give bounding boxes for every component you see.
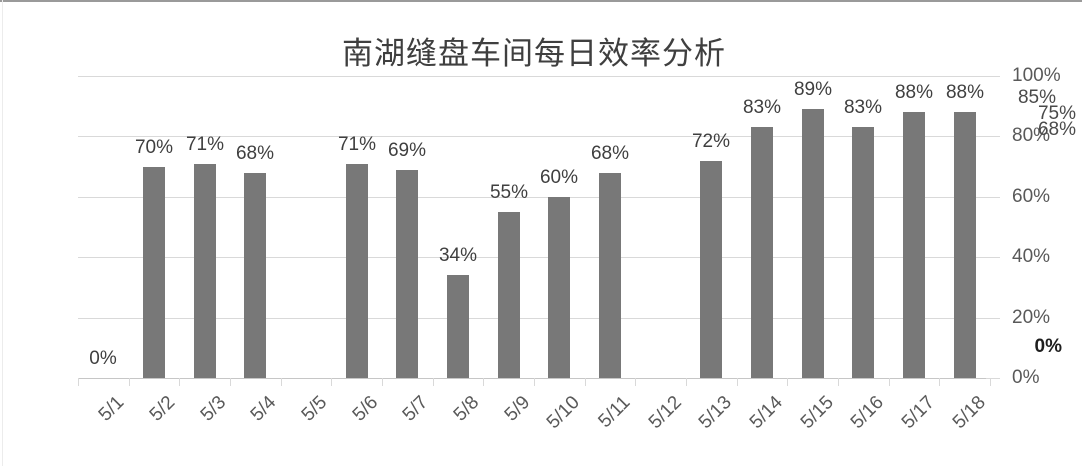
bar [852, 127, 874, 378]
y-axis-tick-label: 100% [1012, 65, 1061, 86]
bar [143, 167, 165, 378]
x-axis-tick [179, 378, 180, 386]
x-axis-label: 5/6 [348, 392, 382, 426]
x-axis-tick [78, 378, 79, 386]
y-axis-tick-label: 20% [1012, 307, 1051, 328]
gridline [78, 318, 990, 319]
x-axis-tick [483, 378, 484, 386]
bar-value-label: 71% [337, 134, 377, 155]
x-axis-label: 5/9 [500, 392, 534, 426]
y-axis-tick [986, 257, 1000, 258]
x-axis-label: 5/4 [246, 392, 280, 426]
x-axis-tick [331, 378, 332, 386]
x-axis-tick [433, 378, 434, 386]
bar-value-label: 60% [539, 167, 579, 188]
x-axis-label: 5/8 [449, 392, 483, 426]
x-axis-label: 5/16 [846, 392, 888, 434]
chart-title: 南湖缝盘车间每日效率分析 [342, 36, 726, 71]
x-axis-label: 5/2 [145, 392, 179, 426]
x-axis-label: 5/10 [542, 392, 584, 434]
y-axis-tick-label: 0% [1012, 367, 1040, 388]
bar [548, 197, 570, 378]
x-axis-label: 5/17 [897, 392, 939, 434]
bar-value-label: 72% [691, 131, 731, 152]
x-axis-label: 5/3 [196, 392, 230, 426]
y-axis-tick [986, 136, 1000, 137]
x-axis-label: 5/14 [745, 392, 787, 434]
bar-value-label: 34% [438, 245, 478, 266]
bar-value-label: 70% [134, 137, 174, 158]
x-axis-tick [382, 378, 383, 386]
bar-value-label: 88% [894, 82, 934, 103]
y-axis-tick [986, 197, 1000, 198]
bar [599, 173, 621, 378]
bar [751, 127, 773, 378]
extra-right-zero-label: 0% [1034, 336, 1062, 357]
bar [396, 170, 418, 378]
bar-value-label: 89% [793, 79, 833, 100]
x-axis-tick [230, 378, 231, 386]
bar-value-label: 88% [945, 82, 985, 103]
gridline [78, 76, 990, 77]
gridline [78, 136, 990, 137]
x-axis-tick [838, 378, 839, 386]
x-axis-label: 5/7 [398, 392, 432, 426]
x-axis-tick [585, 378, 586, 386]
bar-value-label: 0% [89, 348, 117, 369]
gridline [78, 197, 990, 198]
bar [194, 164, 216, 378]
x-axis-tick [737, 378, 738, 386]
bar [244, 173, 266, 378]
bar-value-label: 83% [742, 97, 782, 118]
x-axis-label: 5/18 [948, 392, 990, 434]
y-axis-tick [986, 318, 1000, 319]
x-axis-tick [686, 378, 687, 386]
x-axis-label: 5/15 [796, 392, 838, 434]
x-axis-tick [939, 378, 940, 386]
bar [346, 164, 368, 378]
top-border-line [0, 0, 1082, 2]
bar [447, 275, 469, 378]
extra-right-label: 68% [1037, 119, 1076, 140]
x-axis-tick [534, 378, 535, 386]
extra-right-label: 75% [1037, 103, 1076, 124]
x-axis-tick [129, 378, 130, 386]
bar-value-label: 69% [387, 140, 427, 161]
x-axis-tick [635, 378, 636, 386]
x-axis-tick [889, 378, 890, 386]
bar [700, 161, 722, 378]
x-axis-label: 5/1 [94, 392, 128, 426]
left-border-line [2, 0, 3, 466]
y-axis-tick-label: 60% [1012, 186, 1051, 207]
x-axis-label: 5/5 [297, 392, 331, 426]
bar-value-label: 68% [235, 143, 275, 164]
y-axis-tick-label: 80% [1012, 125, 1051, 146]
gridline [78, 257, 990, 258]
x-axis-tick [281, 378, 282, 386]
x-axis-label: 5/13 [694, 392, 736, 434]
x-axis-tick [787, 378, 788, 386]
x-axis-label: 5/12 [644, 392, 686, 434]
x-axis-label: 5/11 [594, 392, 635, 433]
bar-value-label: 83% [843, 97, 883, 118]
bar [802, 109, 824, 378]
bar-value-label: 68% [590, 143, 630, 164]
bar-value-label: 55% [489, 182, 529, 203]
y-axis-tick [986, 76, 1000, 77]
bar [954, 112, 976, 378]
bar-value-label: 71% [185, 134, 225, 155]
bar [498, 212, 520, 378]
bar [903, 112, 925, 378]
y-axis-tick-label: 40% [1012, 246, 1051, 267]
x-axis-tick [990, 378, 991, 386]
extra-right-label: 85% [1017, 87, 1056, 108]
y-axis-tick [986, 378, 1000, 379]
